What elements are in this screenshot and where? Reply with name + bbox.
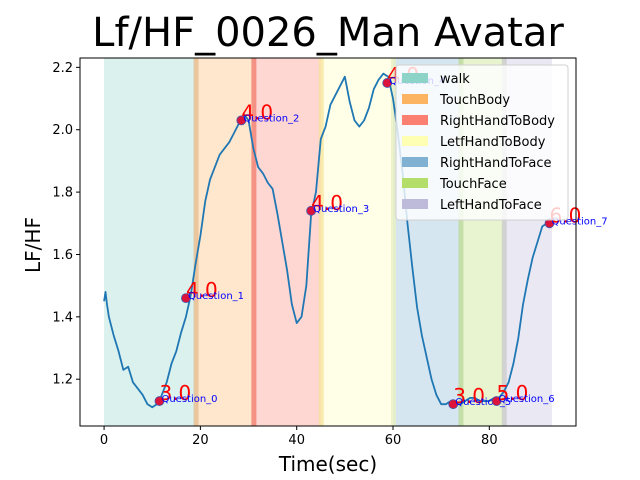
plot-frame: [79, 57, 577, 427]
rating-label-2: 4.0: [241, 100, 273, 124]
question-label-3: Question_3: [313, 204, 369, 215]
question-label-2: Question_2: [243, 113, 299, 124]
region-boundary-2: [318, 58, 324, 426]
rating-label-6: 5.0: [497, 381, 529, 405]
question-marker-2: [236, 115, 247, 126]
legend: walk TouchBody RightHandToBody LetfHandToBo…: [395, 64, 569, 221]
question-label-0: Question_0: [161, 394, 217, 405]
legend-swatch-0: [402, 73, 428, 83]
chart-title: Lf/HF_0026_Man Avatar: [92, 10, 564, 56]
y-tick-label-2: 1.6: [52, 248, 73, 263]
legend-swatch-2: [402, 115, 428, 125]
question-label-5: Question_5: [455, 397, 511, 408]
region-boundary-3: [391, 58, 397, 426]
region-boundary-5: [501, 58, 507, 426]
x-axis-label: Time(sec): [278, 452, 377, 476]
rating-label-3: 4.0: [311, 191, 343, 215]
rating-label-1: 4.0: [186, 278, 218, 302]
legend-label-6: LeftHandToFace: [440, 198, 542, 213]
question-marker-3: [306, 205, 317, 216]
legend-label-1: TouchBody: [439, 93, 510, 108]
question-marker-6: [491, 396, 502, 406]
y-tick-label-3: 1.8: [52, 186, 73, 201]
question-label-7: Question_7: [552, 216, 608, 227]
legend-swatch-3: [402, 136, 428, 146]
legend-label-3: LetfHandToBody: [440, 135, 546, 150]
question-label-1: Question_1: [188, 291, 244, 302]
legend-box: [395, 64, 569, 221]
region-band-3: [320, 58, 394, 426]
y-tick-label-1: 1.4: [52, 310, 73, 325]
region-boundary-1: [251, 58, 257, 426]
x-tick-label-2: 40: [288, 433, 305, 448]
y-axis-ticks: 1.2 1.4 1.6 1.8 2.0 2.2: [52, 61, 80, 388]
legend-swatch-6: [402, 199, 428, 209]
y-axis-label: LF/HF: [21, 217, 45, 273]
rating-label-0: 3.0: [159, 381, 191, 405]
y-tick-label-0: 1.2: [52, 373, 73, 388]
question-marker-0: [154, 396, 165, 406]
legend-swatch-1: [402, 94, 428, 104]
region-band-0: [104, 58, 196, 426]
series-line-0: [103, 72, 552, 409]
y-tick-label-4: 2.0: [52, 123, 73, 138]
rating-label-5: 3.0: [453, 384, 485, 408]
legend-label-2: RightHandToBody: [440, 114, 555, 129]
series-line-layer: [103, 72, 552, 409]
legend-label-4: RightHandToFace: [440, 156, 552, 171]
x-tick-label-3: 60: [385, 433, 402, 448]
x-tick-label-1: 20: [192, 433, 209, 448]
question-label-6: Question_6: [499, 394, 555, 405]
legend-swatch-5: [402, 178, 428, 188]
region-boundaries: [193, 58, 507, 426]
question-marker-4: [382, 78, 393, 88]
legend-label-5: TouchFace: [439, 177, 507, 192]
legend-swatch-4: [402, 157, 428, 167]
x-tick-label-4: 80: [481, 433, 498, 448]
legend-label-0: walk: [440, 72, 470, 87]
x-axis-ticks: 0 20 40 60 80: [100, 426, 498, 448]
region-boundary-4: [458, 58, 464, 426]
question-marker-1: [181, 293, 191, 304]
region-boundary-0: [193, 58, 199, 426]
y-tick-label-5: 2.2: [52, 61, 73, 76]
question-marker-5: [448, 399, 459, 410]
x-tick-label-0: 0: [100, 433, 108, 448]
